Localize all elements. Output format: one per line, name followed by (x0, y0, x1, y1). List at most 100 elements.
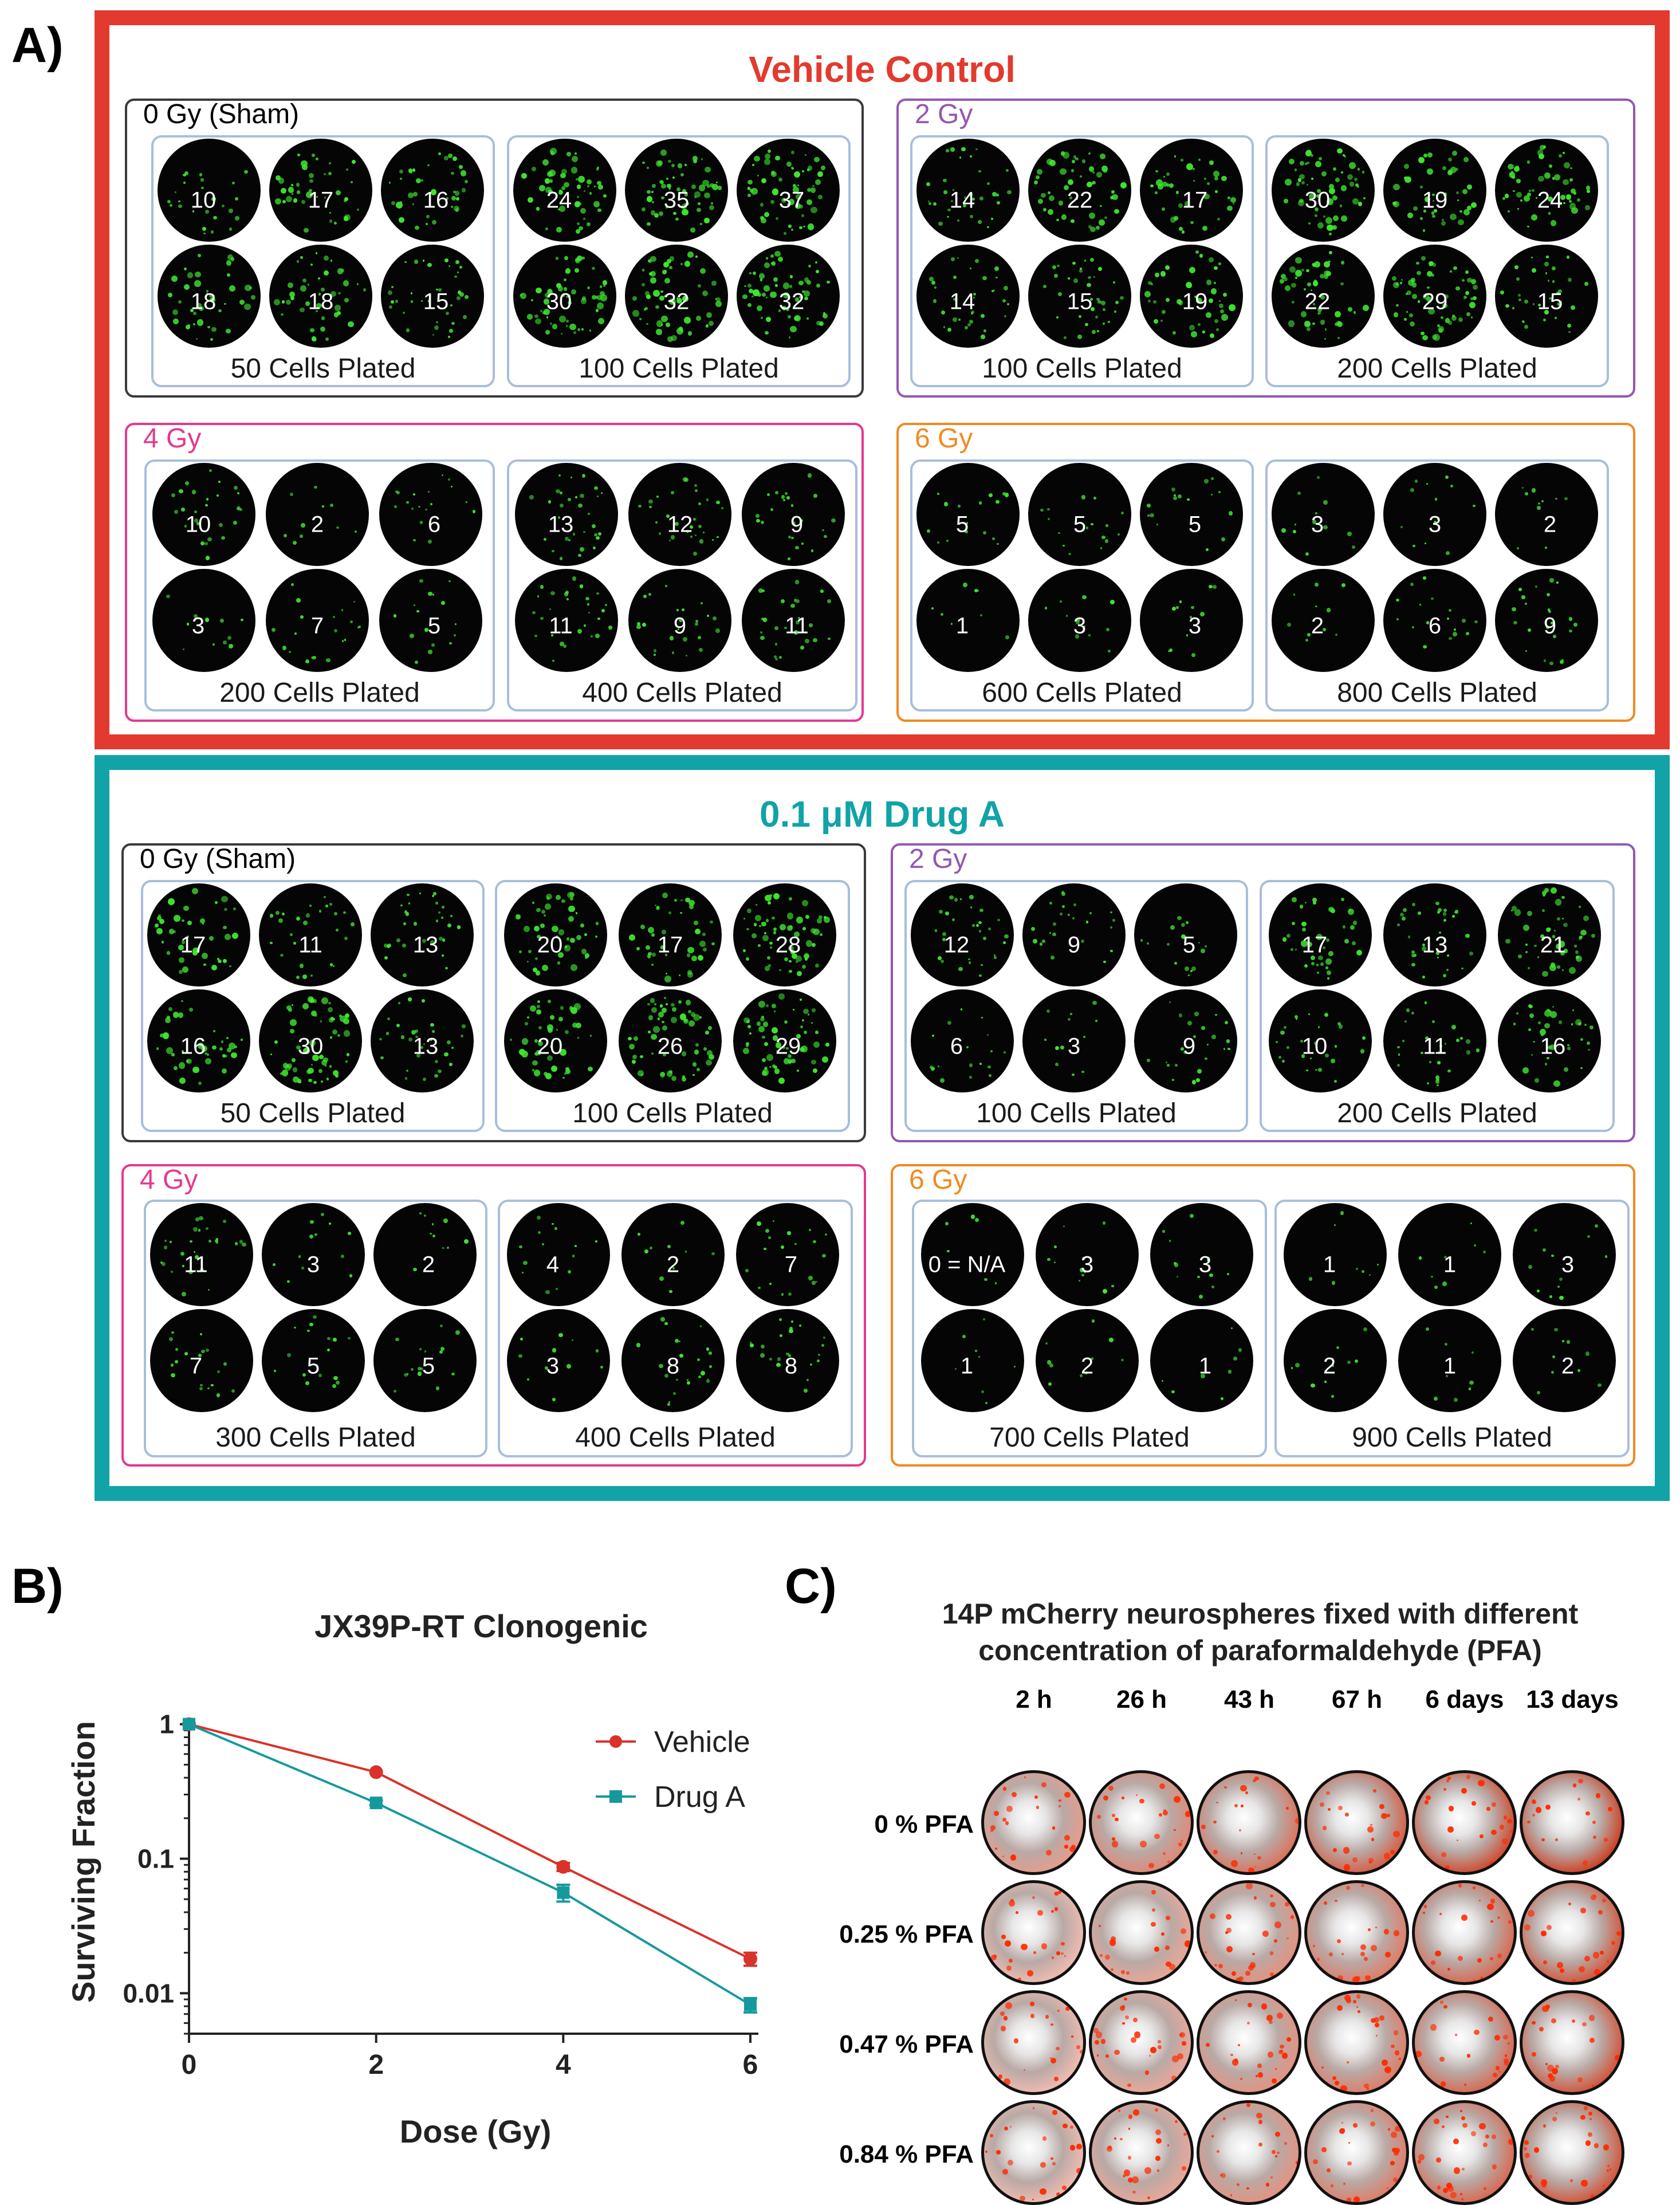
time-column-header: 43 h (1223, 1685, 1275, 1713)
colony-dot (977, 589, 979, 592)
colony-dot (1413, 544, 1415, 547)
colony-dot (769, 1066, 772, 1068)
colony-dot (243, 303, 251, 310)
colony-dot (581, 296, 587, 301)
colony-dot (435, 1386, 439, 1390)
colony-dot (1528, 1265, 1532, 1269)
colony-dot (1308, 1013, 1311, 1016)
colony-dot (184, 171, 188, 175)
colony-dot (705, 324, 709, 328)
colony-dot (1079, 1267, 1084, 1272)
colony-dot (1362, 1036, 1366, 1040)
colony-dot (1151, 282, 1154, 286)
colony-dot (926, 182, 931, 187)
colony-dot (1555, 497, 1557, 500)
colony-dot (937, 956, 942, 961)
colony-dot (676, 297, 679, 300)
colony-dot (1326, 938, 1329, 942)
fluorescent-spot (1000, 2026, 1006, 2031)
colony-dot (1458, 219, 1464, 226)
colony-dot (785, 307, 789, 311)
colony-dot (454, 190, 460, 196)
well: 6 (1383, 569, 1486, 672)
fluorescent-spot (1337, 1805, 1343, 1810)
colony-dot (1557, 917, 1561, 921)
colony-dot (1420, 186, 1423, 188)
colony-dot (586, 179, 592, 185)
colony-dot (182, 966, 189, 973)
colony-dot (1052, 932, 1056, 937)
colony-dot (413, 539, 416, 542)
colony-dot (215, 1238, 219, 1241)
colony-dot (804, 296, 808, 301)
well: 7 (150, 1309, 253, 1412)
colony-dot (1537, 502, 1540, 505)
fluorescent-spot (1457, 1840, 1459, 1842)
fluorescent-spot (1480, 1978, 1483, 1980)
fluorescent-spot (1426, 1795, 1431, 1801)
colony-dot (992, 192, 997, 197)
colony-count: 29 (775, 1033, 801, 1059)
colony-dot (1423, 293, 1429, 300)
colony-dot (558, 1016, 564, 1021)
colony-dot (459, 165, 463, 169)
colony-dot (1147, 1059, 1150, 1062)
well: 20 (504, 883, 607, 986)
colony-dot (996, 500, 1000, 504)
fluorescent-spot (1343, 2182, 1346, 2186)
colony-dot (1566, 256, 1569, 259)
fluorescent-spot (1466, 1775, 1471, 1779)
fluorescent-spot (1502, 1838, 1508, 1844)
colony-dot (764, 932, 766, 935)
fluorescent-spot (1114, 2137, 1117, 2140)
colony-dot (1295, 277, 1297, 280)
colony-dot (1396, 304, 1399, 307)
colony-dot (188, 1269, 194, 1274)
colony-dot (422, 260, 424, 262)
colony-dot (1166, 183, 1170, 187)
plate-label: 50 Cells Plated (230, 353, 416, 384)
colony-dot (293, 942, 296, 945)
colony-dot (179, 1078, 186, 1084)
colony-dot (799, 1047, 805, 1052)
colony-dot (1404, 176, 1411, 183)
fluorescent-spot (1526, 1820, 1531, 1824)
colony-dot (806, 280, 812, 285)
pfa-row-label: 0.84 % PFA (839, 2140, 974, 2168)
y-tick-label: 1 (159, 1709, 174, 1739)
colony-dot (568, 539, 571, 542)
colony-dot (638, 1070, 644, 1076)
colony-dot (351, 181, 353, 183)
colony-dot (1090, 297, 1093, 301)
colony-dot (1079, 269, 1083, 273)
fluorescent-spot (1277, 2012, 1284, 2019)
fluorescent-spot (1365, 1975, 1371, 1980)
colony-dot (1552, 1355, 1556, 1359)
colony-dot (671, 1076, 677, 1082)
fluorescent-spot (1383, 1853, 1391, 1860)
colony-dot (587, 222, 591, 226)
fluorescent-spot (1592, 1835, 1596, 1839)
colony-dot (1093, 276, 1096, 278)
colony-dot (695, 256, 698, 258)
colony-dot (186, 1059, 190, 1063)
colony-dot (775, 155, 780, 161)
fluorescent-spot (1002, 1818, 1006, 1822)
colony-dot (322, 505, 324, 508)
fluorescent-spot (1266, 2015, 1273, 2022)
fluorescent-spot (1214, 1963, 1217, 1967)
colony-dot (564, 592, 569, 596)
colony-dot (570, 964, 577, 972)
colony-dot (1332, 195, 1337, 201)
colony-dot (815, 269, 820, 274)
colony-dot (457, 925, 461, 929)
colony-dot (1505, 304, 1509, 308)
colony-dot (1454, 1398, 1458, 1402)
colony-dot (1321, 171, 1327, 176)
colony-dot (1425, 1036, 1429, 1040)
colony-dot (593, 201, 600, 208)
colony-dot (1312, 262, 1315, 266)
colony-dot (600, 492, 603, 494)
colony-dot (763, 1247, 766, 1251)
colony-dot (964, 530, 968, 534)
